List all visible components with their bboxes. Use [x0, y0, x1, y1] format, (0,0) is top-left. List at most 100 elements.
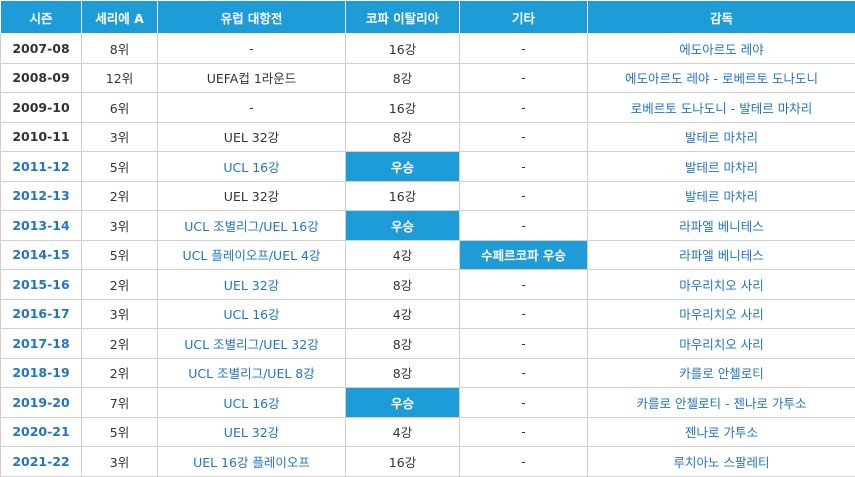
manager-cell[interactable]: 발테르 마차리 [588, 152, 855, 182]
other-cell: - [460, 388, 588, 418]
other-cell: - [460, 181, 588, 211]
season-cell[interactable]: 2017-18 [1, 329, 82, 359]
other-cell: - [460, 93, 588, 123]
coppa-cell: 16강 [346, 34, 460, 64]
serie-a-cell: 2위 [82, 181, 158, 211]
other-cell: - [460, 358, 588, 388]
serie-a-cell: 5위 [82, 240, 158, 270]
coppa-cell: 4강 [346, 240, 460, 270]
manager-cell[interactable]: 젠나로 가투소 [588, 417, 855, 447]
coppa-cell: 16강 [346, 181, 460, 211]
header-manager: 감독 [588, 1, 855, 34]
season-cell[interactable]: 2016-17 [1, 299, 82, 329]
coppa-cell: 8강 [346, 270, 460, 300]
europe-cell: - [158, 34, 346, 64]
season-cell[interactable]: 2011-12 [1, 152, 82, 182]
manager-cell[interactable]: 마우리치오 사리 [588, 329, 855, 359]
europe-cell: UEL 32강 [158, 122, 346, 152]
manager-cell[interactable]: 라파엘 베니테스 [588, 240, 855, 270]
header-coppa: 코파 이탈리아 [346, 1, 460, 34]
season-cell[interactable]: 2021-22 [1, 447, 82, 477]
europe-cell: - [158, 93, 346, 123]
coppa-cell[interactable]: 우승 [346, 211, 460, 241]
europe-cell[interactable]: UCL 16강 [158, 388, 346, 418]
manager-cell[interactable]: 카를로 안첼로티 [588, 358, 855, 388]
season-cell[interactable]: 2019-20 [1, 388, 82, 418]
serie-a-cell: 3위 [82, 122, 158, 152]
other-cell: - [460, 299, 588, 329]
season-cell[interactable]: 2015-16 [1, 270, 82, 300]
coppa-cell[interactable]: 우승 [346, 388, 460, 418]
manager-cell[interactable]: 발테르 마차리 [588, 181, 855, 211]
serie-a-cell: 3위 [82, 299, 158, 329]
season-cell: 2007-08 [1, 34, 82, 64]
other-cell: - [460, 270, 588, 300]
serie-a-cell: 2위 [82, 270, 158, 300]
manager-cell[interactable]: 에도아르도 레야 [588, 34, 855, 64]
coppa-cell[interactable]: 우승 [346, 152, 460, 182]
europe-cell[interactable]: UCL 플레이오프/UEL 4강 [158, 240, 346, 270]
other-cell: - [460, 122, 588, 152]
season-cell: 2010-11 [1, 122, 82, 152]
europe-cell: UEFA컵 1라운드 [158, 63, 346, 93]
europe-cell[interactable]: UCL 조별리그/UEL 8강 [158, 358, 346, 388]
header-serie-a: 세리에 A [82, 1, 158, 34]
manager-cell[interactable]: 루치아노 스팔레티 [588, 447, 855, 477]
season-cell[interactable]: 2014-15 [1, 240, 82, 270]
other-cell: - [460, 211, 588, 241]
serie-a-cell: 3위 [82, 447, 158, 477]
manager-cell[interactable]: 마우리치오 사리 [588, 270, 855, 300]
europe-cell[interactable]: UCL 16강 [158, 152, 346, 182]
serie-a-cell: 6위 [82, 93, 158, 123]
europe-cell: UEL 32강 [158, 181, 346, 211]
europe-cell[interactable]: UCL 조별리그/UEL 32강 [158, 329, 346, 359]
other-cell[interactable]: 수페르코파 우승 [460, 240, 588, 270]
manager-cell[interactable]: 라파엘 베니테스 [588, 211, 855, 241]
europe-cell[interactable]: UCL 16강 [158, 299, 346, 329]
season-cell[interactable]: 2012-13 [1, 181, 82, 211]
manager-cell[interactable]: 카를로 안첼로티 - 젠나로 가투소 [588, 388, 855, 418]
serie-a-cell: 8위 [82, 34, 158, 64]
other-cell: - [460, 417, 588, 447]
europe-cell[interactable]: UEL 16강 플레이오프 [158, 447, 346, 477]
coppa-cell: 8강 [346, 63, 460, 93]
header-season: 시즌 [1, 1, 82, 34]
manager-cell[interactable]: 에도아르도 레야 - 로베르토 도나도니 [588, 63, 855, 93]
coppa-cell: 4강 [346, 417, 460, 447]
header-other: 기타 [460, 1, 588, 34]
manager-cell[interactable]: 마우리치오 사리 [588, 299, 855, 329]
other-cell: - [460, 34, 588, 64]
coppa-cell: 16강 [346, 447, 460, 477]
manager-cell[interactable]: 로베르토 도나도니 - 발테르 마차리 [588, 93, 855, 123]
season-cell[interactable]: 2013-14 [1, 211, 82, 241]
other-cell: - [460, 329, 588, 359]
serie-a-cell: 3위 [82, 211, 158, 241]
header-row: 시즌 세리에 A 유럽 대항전 코파 이탈리아 기타 감독 [1, 1, 855, 34]
europe-cell[interactable]: UCL 조별리그/UEL 16강 [158, 211, 346, 241]
europe-cell[interactable]: UEL 32강 [158, 417, 346, 447]
other-cell: - [460, 63, 588, 93]
serie-a-cell: 5위 [82, 152, 158, 182]
other-cell: - [460, 447, 588, 477]
europe-cell[interactable]: UEL 32강 [158, 270, 346, 300]
serie-a-cell: 5위 [82, 417, 158, 447]
serie-a-cell: 12위 [82, 63, 158, 93]
season-cell[interactable]: 2018-19 [1, 358, 82, 388]
serie-a-cell: 2위 [82, 329, 158, 359]
header-europe: 유럽 대항전 [158, 1, 346, 34]
manager-cell[interactable]: 발테르 마차리 [588, 122, 855, 152]
season-cell[interactable]: 2020-21 [1, 417, 82, 447]
